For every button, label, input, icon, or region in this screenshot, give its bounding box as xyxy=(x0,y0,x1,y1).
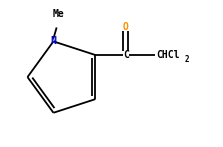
Text: O: O xyxy=(123,22,129,32)
Text: C: C xyxy=(123,50,129,60)
Text: 2: 2 xyxy=(185,55,189,64)
Text: CHCl: CHCl xyxy=(156,50,180,60)
Text: Me: Me xyxy=(53,9,65,19)
Text: N: N xyxy=(50,36,56,46)
